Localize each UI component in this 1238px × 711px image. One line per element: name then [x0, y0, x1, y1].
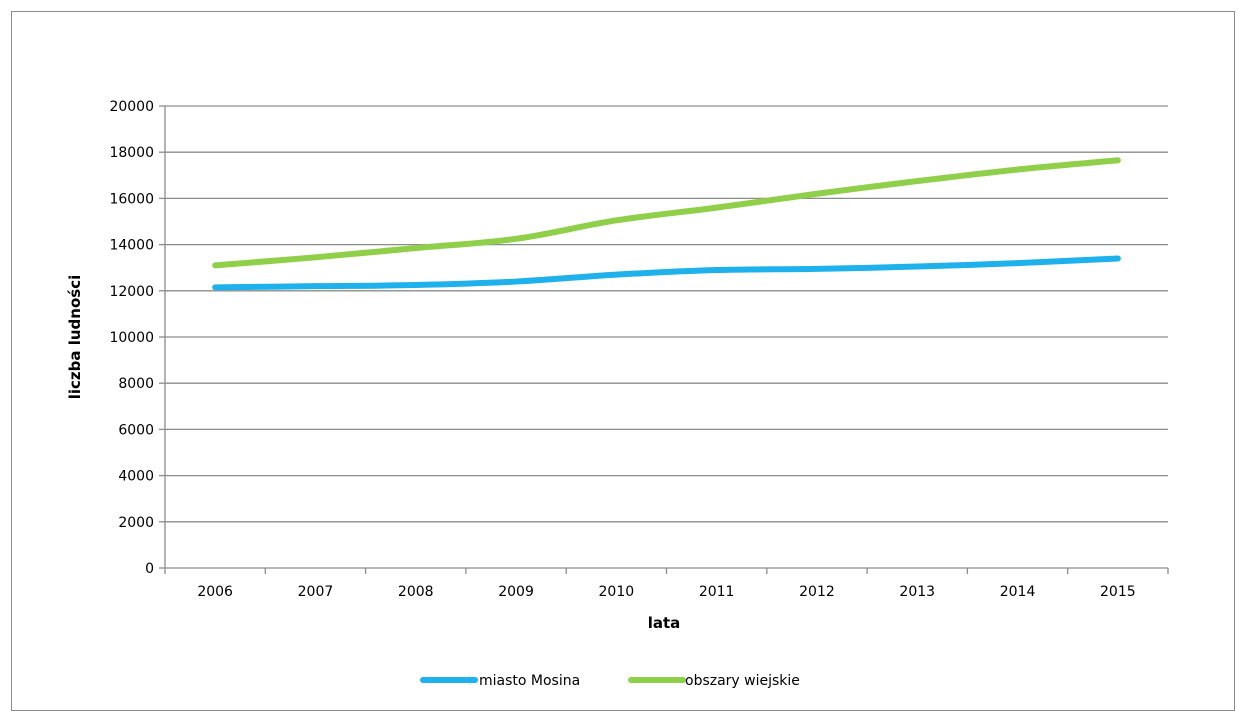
x-tick-label: 2012: [799, 584, 835, 600]
y-tick-label: 18000: [109, 145, 154, 161]
gridlines: [165, 105, 1168, 523]
x-tick-label: 2014: [1000, 584, 1036, 600]
x-tick-label: 2009: [498, 584, 534, 600]
y-tick-label: 10000: [109, 330, 154, 346]
x-tick-label: 2008: [398, 584, 434, 600]
series-line-obszary-wiejskie: [212, 157, 1121, 269]
x-tick-label: 2011: [699, 584, 735, 600]
y-tick-label: 16000: [109, 191, 154, 207]
legend-label-miasto-mosina: miasto Mosina: [479, 673, 580, 689]
series-line-miasto-mosina: [212, 255, 1121, 291]
y-axis-title: liczba ludności: [66, 275, 84, 400]
y-tick-label: 2000: [118, 515, 154, 531]
y-tick-label: 12000: [109, 284, 154, 300]
legend-label-obszary-wiejskie: obszary wiejskie: [685, 673, 800, 689]
y-tick-label: 6000: [118, 422, 154, 438]
x-tick-label: 2013: [899, 584, 935, 600]
y-tick-label: 20000: [109, 99, 154, 115]
y-tick-labels: 0 2000 4000 6000 8000 10000 12000 14000 16000 180…: [109, 99, 154, 577]
axes: [159, 105, 1169, 574]
x-tick-label: 2010: [599, 584, 635, 600]
legend: miasto Mosina obszary wiejskie: [420, 673, 800, 689]
y-tick-label: 14000: [109, 238, 154, 254]
x-tick-labels: 2006 2007 2008 2009 2010 2011 2012 2013 2014 2015: [197, 584, 1135, 600]
y-tick-label: 4000: [118, 469, 154, 485]
x-axis-title: lata: [648, 614, 681, 632]
x-tick-label: 2015: [1100, 584, 1136, 600]
y-tick-label: 0: [145, 561, 154, 577]
x-tick-label: 2007: [298, 584, 334, 600]
chart-frame: [11, 11, 1235, 711]
y-tick-label: 8000: [118, 376, 154, 392]
x-tick-label: 2006: [197, 584, 233, 600]
series-lines: [212, 157, 1121, 291]
